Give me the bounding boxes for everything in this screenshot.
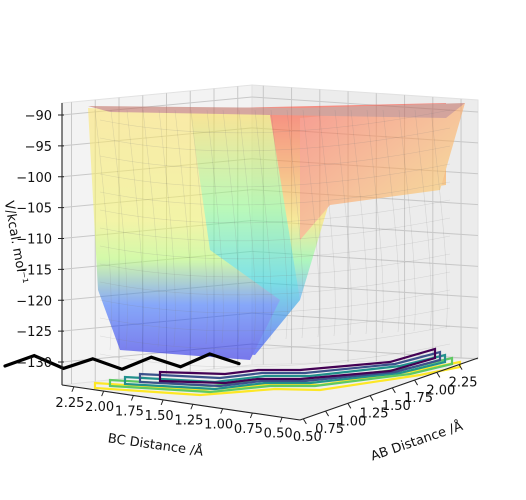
contour-line [138,350,442,388]
surface-front-wall [88,108,280,360]
mesh-line [286,109,304,339]
y-axis-label: AB Distance /Å [369,418,465,464]
y-ticks: 0.500.751.001.251.501.752.002.25 [293,364,478,445]
mesh-line [99,109,451,134]
mesh-line [238,109,256,342]
mesh-line [158,109,176,347]
z-tick-label: −115 [16,263,52,278]
z-ticks: −90 −95 −100 −105 −110 −115 −120 −125 −130 [16,109,64,371]
mesh-line [174,109,192,346]
mesh-line [99,217,451,242]
mesh-line [99,163,451,188]
mesh-line [222,109,240,343]
x-tick-mark [279,417,283,423]
mesh-line [126,109,144,349]
mesh-line [302,109,320,338]
mesh-line [94,109,112,351]
y-tick-mark [414,379,419,386]
y-tick-label: 1.75 [404,391,433,406]
y-tick-mark [436,372,441,378]
mesh-line [99,199,451,224]
mesh-line [99,271,451,296]
y-tick-mark [391,387,396,394]
y-tick-mark [369,395,374,401]
y-tick-label: 2.00 [426,383,455,398]
x-axis-label: BC Distance /Å [107,430,205,459]
mesh-line [430,109,448,330]
y-tick-label: 1.50 [382,399,411,414]
surface-top-plateau [88,103,465,118]
x-tick-label: 1.00 [204,418,233,433]
y-axis-line [299,357,479,421]
z-tick-label: −120 [16,294,52,309]
mesh-line [99,181,451,206]
z-tick-label: −130 [16,356,52,371]
mesh-line [99,325,451,350]
mesh-line [142,109,160,348]
z-tick-label: −90 [25,109,52,124]
x-tick-mark [101,390,105,397]
y-tick-mark [302,418,307,425]
z-tick-label: −125 [16,325,52,340]
mesh-line [190,109,208,345]
x-tick-label: 2.25 [55,396,84,411]
mesh-line [334,109,352,336]
z-tick-label: −100 [16,171,52,186]
y-tick-label: 1.00 [337,414,366,429]
mesh-line [382,109,400,333]
x-tick-mark [71,386,75,392]
mesh-line [99,307,451,332]
mesh-line [99,145,451,170]
z-tick-label: −105 [16,202,52,217]
x-tick-label: 0.75 [234,422,263,437]
mesh-line [270,109,288,340]
grid-line [251,312,479,329]
mesh-line [99,253,451,278]
contour-line [123,353,447,391]
x-tick-label: 1.25 [174,413,203,428]
y-tick-label: 0.50 [293,430,322,445]
contour-line [158,347,437,385]
mesh-line [110,109,128,350]
axis-lines [61,103,479,421]
y-tick-mark [325,410,330,417]
trajectory-line [3,352,241,371]
x-tick-mark [220,408,224,414]
mesh-line [206,109,224,344]
z-tick-label: −110 [16,233,52,248]
y-tick-mark [347,403,352,409]
mesh-line [414,109,432,331]
mesh-line [99,127,451,152]
mesh-line [99,235,451,260]
y-tick-label: 0.75 [315,422,344,437]
x-tick-mark [249,412,253,419]
y-tick-mark [458,364,463,370]
energy-surface [88,103,465,368]
surface-right-plateau [300,103,465,240]
mesh-line [254,109,272,341]
y-tick-label: 2.25 [449,376,478,391]
surface-mesh [94,109,451,368]
floor-contours [93,347,462,397]
x-tick-label: 0.50 [264,426,293,441]
mesh-line [350,109,368,335]
x-tick-label: 1.75 [115,405,144,420]
mesh-line [366,109,384,334]
mesh-line [398,109,416,332]
x-axis-line [61,384,301,421]
z-tick-label: −95 [25,140,52,155]
y-tick-label: 1.25 [360,407,389,422]
x-tick-label: 2.00 [85,400,114,415]
x-tick-mark [130,395,134,401]
x-tick-mark [190,404,194,410]
x-ticks: 2.25 2.00 1.75 1.50 1.25 1.00 0.75 0.50 [55,386,293,441]
trajectory [3,352,241,371]
mesh-line [318,109,336,337]
x-tick-mark [160,399,164,406]
x-tick-label: 1.50 [145,409,174,424]
mesh-line [99,289,451,314]
